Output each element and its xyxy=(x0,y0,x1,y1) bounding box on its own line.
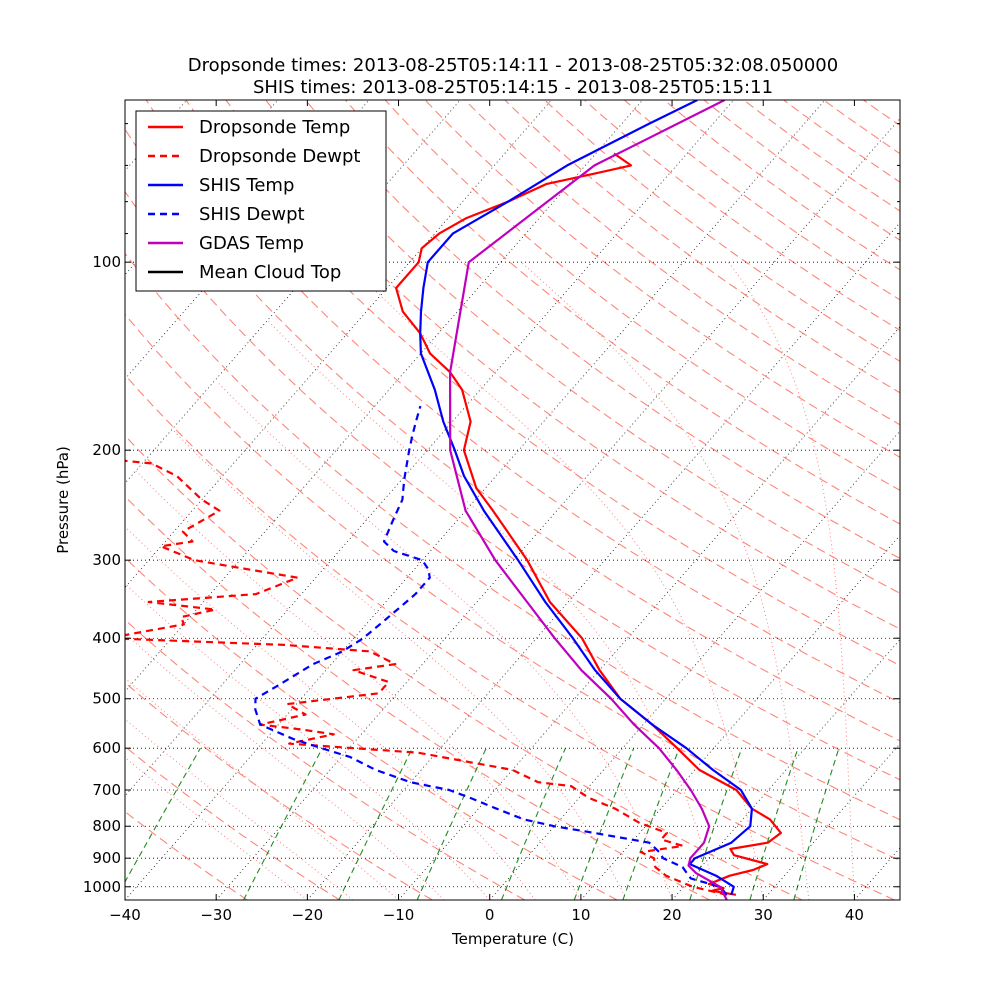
x-tick-label: −10 xyxy=(383,906,415,924)
y-tick-label: 100 xyxy=(92,253,121,271)
x-axis-label: Temperature (C) xyxy=(451,930,574,948)
legend-label: Mean Cloud Top xyxy=(199,262,341,283)
legend-label: SHIS Temp xyxy=(199,175,294,196)
x-tick-label: −30 xyxy=(200,906,232,924)
plot-frame xyxy=(124,99,901,901)
y-tick-label: 800 xyxy=(92,817,121,835)
x-tick-label: 30 xyxy=(754,906,773,924)
mixing-ratio-line xyxy=(793,748,840,900)
y-tick-label: 400 xyxy=(92,629,121,647)
series-shis-temp xyxy=(419,100,753,896)
mixing-ratio-line xyxy=(500,747,566,900)
moist-adiabat-line xyxy=(521,261,810,900)
mixing-ratio-line xyxy=(125,747,201,883)
legend-label: Dropsonde Temp xyxy=(199,117,350,138)
mixing-ratio-line xyxy=(338,747,413,900)
dry-adiabat-line xyxy=(305,100,900,560)
mixing-ratio-line xyxy=(622,747,680,900)
dry-adiabat-line xyxy=(125,495,710,900)
legend-label: Dropsonde Dewpt xyxy=(199,146,360,167)
legend: Dropsonde Temp Dropsonde Dewpt SHIS Temp SH… xyxy=(135,110,387,292)
x-tick-label: −40 xyxy=(109,906,141,924)
moist-adiabat-line xyxy=(125,582,491,900)
x-tick-label: −20 xyxy=(292,906,324,924)
series-shis-dewpt xyxy=(254,405,728,896)
y-tick-label: 500 xyxy=(92,690,121,708)
y-tick-label: 900 xyxy=(92,849,121,867)
y-tick-label: 300 xyxy=(92,551,121,569)
moist-adiabat-line xyxy=(172,430,627,900)
mixing-ratio-line xyxy=(243,747,323,900)
dry-adiabat-line xyxy=(125,190,900,781)
chart-title-line1: Dropsonde times: 2013-08-25T05:14:11 - 2… xyxy=(188,55,838,76)
x-tick-label: 10 xyxy=(571,906,590,924)
dry-adiabat-line xyxy=(344,100,900,525)
y-tick-label: 1000 xyxy=(83,878,121,896)
x-tick-label: 20 xyxy=(663,906,682,924)
y-tick-label: 700 xyxy=(92,781,121,799)
dry-adiabat-line xyxy=(225,100,900,630)
background-reference-lines xyxy=(125,100,900,900)
legend-box xyxy=(135,110,387,292)
mixing-ratio-line xyxy=(689,748,743,900)
dry-adiabat-line xyxy=(125,374,895,900)
dry-adiabat-line xyxy=(125,252,900,821)
axis-ticks: −40 −30 −20 −10 0 10 20 30 40 100 200 300 400 500 600 7… xyxy=(83,100,900,924)
series-gdas-temp xyxy=(449,100,728,900)
series-dropsonde-dewpt xyxy=(125,459,728,896)
dry-adiabat-line xyxy=(265,100,900,594)
series-dropsonde-temp xyxy=(395,152,782,896)
dry-adiabat-line xyxy=(125,557,618,900)
moist-adiabat-line xyxy=(217,382,673,900)
mixing-ratio-line xyxy=(416,747,487,900)
moist-adiabat-line xyxy=(125,756,308,900)
dry-adiabat-line xyxy=(125,619,525,900)
legend-label: GDAS Temp xyxy=(199,233,304,254)
x-tick-label: 0 xyxy=(485,906,495,924)
y-tick-label: 600 xyxy=(92,739,121,757)
chart-title-line2: SHIS times: 2013-08-25T05:14:15 - 2013-0… xyxy=(253,77,773,98)
moist-adiabat-line xyxy=(267,320,719,900)
y-tick-label: 200 xyxy=(92,441,121,459)
dry-adiabat-line xyxy=(125,681,433,900)
moist-adiabat-line xyxy=(728,261,855,900)
legend-label: SHIS Dewpt xyxy=(199,204,305,225)
moist-adiabat-line xyxy=(345,261,764,900)
mixing-ratio-line xyxy=(749,748,799,900)
dry-adiabat-line xyxy=(125,313,900,862)
moist-adiabat-line xyxy=(135,470,582,900)
y-axis-label: Pressure (hPa) xyxy=(54,446,72,554)
x-tick-label: 40 xyxy=(845,906,864,924)
data-series xyxy=(125,100,782,900)
